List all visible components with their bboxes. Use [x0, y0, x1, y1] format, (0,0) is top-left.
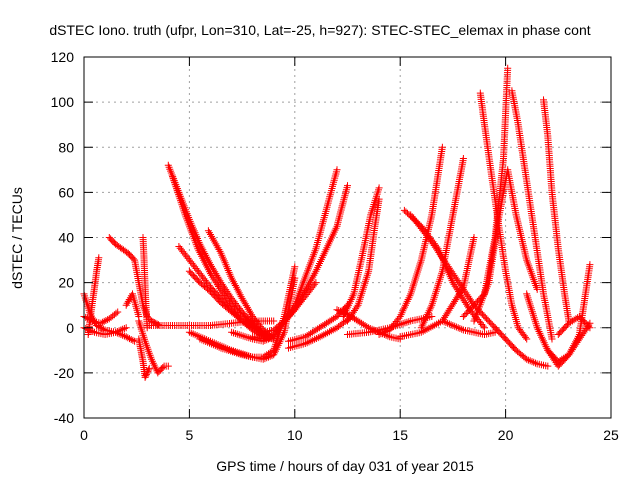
- data-point-markers: [185, 267, 267, 338]
- y-axis-title: dSTEC / TECUs: [9, 187, 25, 289]
- y-tick-label: 100: [51, 94, 75, 110]
- x-tick-label: 25: [603, 427, 619, 443]
- data-series: [554, 313, 594, 338]
- data-point-markers: [285, 313, 356, 352]
- data-series: [259, 279, 320, 336]
- x-tick-label: 10: [287, 427, 303, 443]
- data-point-markers: [491, 324, 552, 370]
- data-point-markers: [344, 195, 383, 325]
- x-tick-label: 20: [498, 427, 514, 443]
- y-tick-label: 120: [51, 49, 75, 65]
- axis-ticks: [83, 56, 612, 419]
- data-series: [339, 184, 383, 320]
- data-series: [540, 96, 573, 325]
- data-point-markers: [438, 317, 499, 338]
- data-point-markers: [407, 211, 499, 332]
- y-tick-label: 60: [58, 184, 74, 200]
- data-series: [344, 195, 383, 325]
- data-point-markers: [135, 335, 153, 381]
- data-series: [169, 173, 273, 341]
- data-series: [122, 290, 143, 320]
- data-series: [185, 267, 267, 338]
- data-point-markers: [508, 87, 556, 343]
- data-point-markers: [122, 290, 143, 320]
- data-point-markers: [470, 166, 541, 325]
- y-tick-label: -20: [54, 365, 74, 381]
- data-series: [470, 166, 541, 325]
- data-series: [135, 335, 153, 381]
- data-series: [438, 317, 499, 338]
- data-point-markers: [139, 234, 151, 332]
- data-point-markers: [417, 155, 467, 332]
- x-axis-title: GPS time / hours of day 031 of year 2015: [216, 458, 474, 474]
- y-tick-labels: -40 -20 0 20 40 60 80 100 120: [51, 49, 75, 426]
- y-tick-label: 20: [58, 275, 74, 291]
- data-point-markers: [105, 234, 164, 329]
- x-tick-label: 0: [80, 427, 88, 443]
- data-point-markers: [554, 313, 594, 338]
- data-series: [508, 87, 556, 343]
- y-tick-label: -40: [54, 410, 74, 426]
- y-tick-label: 40: [58, 230, 74, 246]
- data-point-markers: [540, 96, 573, 325]
- x-tick-labels: 0 5 10 15 20 25: [80, 427, 619, 443]
- data-points: [80, 64, 594, 381]
- data-point-markers: [169, 173, 273, 341]
- data-series: [417, 155, 467, 332]
- x-tick-label: 15: [392, 427, 408, 443]
- x-tick-label: 5: [186, 427, 194, 443]
- data-series: [135, 317, 172, 377]
- data-series: [105, 234, 164, 329]
- data-series: [407, 211, 499, 332]
- y-tick-label: 80: [58, 139, 74, 155]
- data-series: [491, 324, 552, 370]
- data-point-markers: [135, 317, 172, 377]
- data-series: [285, 313, 356, 352]
- data-series: [139, 234, 151, 332]
- data-point-markers: [339, 184, 383, 320]
- chart-title: dSTEC Iono. truth (ufpr, Lon=310, Lat=-2…: [49, 22, 590, 38]
- y-tick-label: 0: [66, 320, 74, 336]
- data-point-markers: [259, 279, 320, 336]
